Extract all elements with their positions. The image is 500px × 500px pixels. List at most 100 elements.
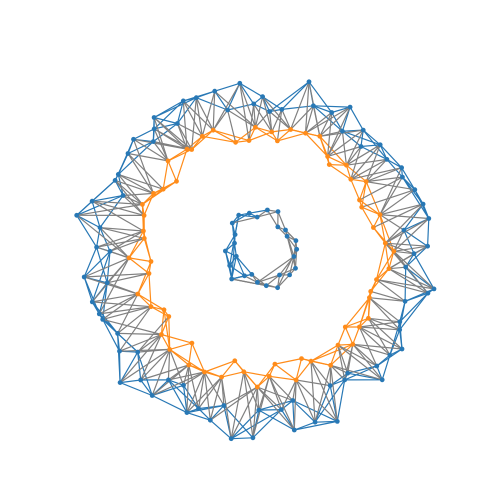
cross-edge [239,82,250,142]
outer-edge [308,81,333,114]
inner-node [326,162,332,168]
inner-edge [169,348,190,366]
outer-edge [262,96,283,111]
inner-node [386,266,392,272]
cross-edge [368,297,401,323]
cross-edge [393,217,430,252]
inner-edge [169,348,206,373]
core-edge [234,214,240,236]
cross-edge [365,158,388,183]
inner-edge [304,132,329,157]
inner-node [293,377,299,383]
outer-node [115,331,120,336]
outer-edge [293,421,316,431]
inner-node [366,315,371,321]
outer-node [329,110,335,115]
inner-node [141,228,146,234]
core-node [275,224,281,230]
outer-edge [239,82,264,98]
cross-edge [352,343,391,356]
outer-node [184,410,190,415]
outer-node [403,264,409,270]
cross-edge [118,348,171,352]
outer-edge [137,351,142,381]
outer-edge [176,97,197,125]
cross-edge [365,181,416,191]
outer-node [94,244,99,250]
outer-edge [91,194,124,202]
core-edge [284,229,297,242]
cross-edge [379,189,416,216]
cross-edge [319,111,333,137]
inner-node [328,362,333,368]
cross-edge [290,105,314,131]
cross-edge [327,145,362,157]
outer-edge [102,318,121,352]
outer-node [397,327,403,333]
cross-edge [370,290,406,302]
inner-edge [350,178,367,183]
cross-edge [262,96,292,131]
outer-edge [99,194,124,229]
core-edge [248,209,268,214]
outer-node [379,377,385,383]
inner-node [371,225,376,230]
cross-edge [114,179,145,216]
inner-node [159,332,164,337]
outer-node [279,107,285,112]
inner-edge [137,293,152,308]
cross-edge [151,348,171,397]
inner-edge [276,128,292,142]
outer-node [115,172,121,177]
inner-node [135,291,141,297]
outer-edge [176,100,184,125]
outer-edge [230,437,254,440]
cross-edge [188,364,200,410]
inner-edge [328,164,347,166]
outer-edge [167,379,200,410]
outer-node [100,317,106,322]
outer-edge [312,105,343,132]
cross-edge [268,375,282,411]
cross-edge [393,229,405,252]
cross-edge [116,306,152,334]
cross-edge [293,379,297,431]
cross-edge [365,176,403,183]
outer-edge [293,420,338,431]
inner-edge [358,297,370,328]
outer-node [89,198,95,204]
inner-node [357,324,362,330]
cross-edge [319,106,351,137]
cross-edge [337,344,378,367]
inner-node [186,362,192,368]
inner-edge [162,180,178,190]
outer-node [81,274,87,280]
inner-node [241,369,247,375]
cross-edge [201,90,216,137]
outer-node [358,144,364,149]
core-edge [294,248,298,269]
outer-node [251,101,257,107]
outer-node [104,280,110,286]
outer-node [125,151,131,156]
inner-edge [365,181,381,216]
inner-edge [160,315,170,336]
outer-edge [362,129,381,146]
cross-edge [118,333,162,352]
cross-edge [99,227,130,259]
cross-edge [375,279,435,290]
core-edge [277,274,291,289]
cross-edge [276,108,283,142]
outer-node [151,115,157,120]
cross-edge [195,97,203,137]
cross-edge [203,371,225,407]
outer-edge [404,292,429,302]
inner-node [151,191,156,196]
cross-edge [119,348,171,384]
outer-node [250,435,256,441]
outer-edge [153,97,197,119]
outer-edge [280,399,294,411]
inner-edge [167,160,178,182]
outer-node [401,227,407,233]
